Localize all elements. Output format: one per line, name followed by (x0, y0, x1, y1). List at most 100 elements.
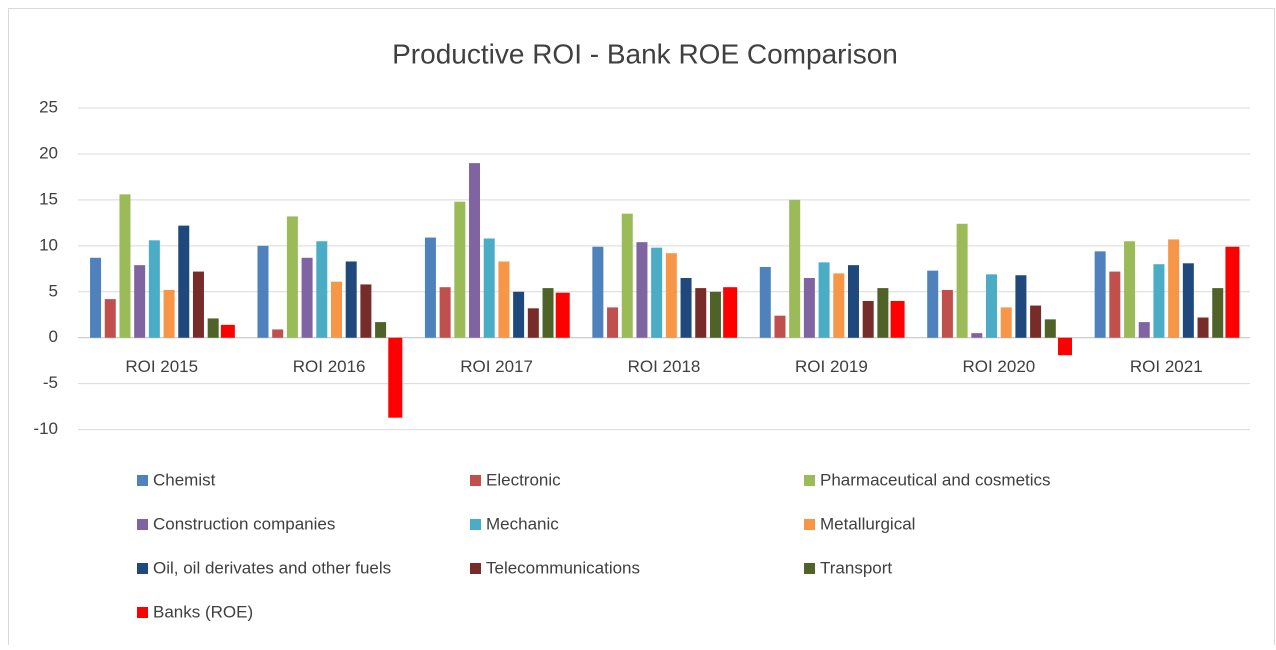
bar (286, 216, 298, 338)
bar (607, 307, 619, 338)
bar (1182, 263, 1194, 338)
y-tick-label: 15 (39, 189, 58, 208)
bar (1138, 322, 1150, 338)
bar (1197, 317, 1209, 338)
bar (1124, 241, 1136, 338)
x-tick-label: ROI 2020 (962, 357, 1035, 376)
x-tick-label: ROI 2018 (628, 357, 701, 376)
legend-swatch (137, 563, 148, 574)
bar (636, 242, 648, 338)
bar (651, 247, 663, 338)
bar (439, 287, 451, 338)
x-tick-label: ROI 2016 (293, 357, 366, 376)
bar (178, 225, 190, 338)
bar (956, 223, 968, 338)
bar (220, 324, 235, 338)
bar (1212, 288, 1224, 338)
bar (345, 261, 357, 338)
bar (527, 308, 539, 338)
legend-swatch (137, 475, 148, 486)
y-tick-label: 25 (39, 97, 58, 116)
bar (301, 257, 313, 338)
legend-label: Transport (820, 558, 892, 577)
bar (1044, 319, 1056, 338)
bar (454, 201, 466, 338)
bar (104, 299, 116, 338)
bar (360, 284, 372, 338)
bar (207, 318, 219, 338)
bar (375, 322, 387, 338)
bar (272, 329, 284, 338)
bar (680, 278, 692, 338)
legend-label: Chemist (153, 470, 216, 489)
legend-label: Construction companies (153, 514, 335, 533)
bar (927, 270, 939, 338)
legend-label: Telecommunications (486, 558, 640, 577)
bar (257, 245, 269, 338)
bar (862, 300, 874, 338)
bar (192, 271, 204, 338)
bar (498, 261, 510, 338)
bar (1030, 305, 1042, 338)
legend-swatch (470, 519, 481, 530)
legend-label: Mechanic (486, 514, 559, 533)
bar (424, 237, 436, 338)
bar (316, 241, 328, 338)
bar (833, 273, 845, 338)
legend-label: Metallurgical (820, 514, 915, 533)
bar (542, 288, 554, 338)
bar (555, 292, 570, 338)
y-tick-label: -10 (33, 419, 58, 438)
legend-swatch (137, 519, 148, 530)
bar (1000, 307, 1012, 338)
bar (847, 265, 859, 338)
bar (1094, 251, 1106, 338)
x-tick-label: ROI 2015 (125, 357, 198, 376)
bar (890, 300, 905, 338)
bar (330, 281, 342, 338)
bar (483, 238, 495, 338)
bar (119, 194, 131, 338)
bar (986, 274, 998, 338)
chart-title: Productive ROI - Bank ROE Comparison (392, 38, 898, 69)
legend-swatch (137, 607, 148, 618)
bar (388, 337, 403, 418)
bar (1168, 239, 1180, 338)
bar (163, 289, 175, 338)
bar (941, 289, 953, 338)
x-tick-label: ROI 2017 (460, 357, 533, 376)
y-tick-label: 0 (49, 327, 58, 346)
bar (148, 240, 160, 338)
legend-swatch (470, 475, 481, 486)
y-tick-label: 5 (49, 281, 58, 300)
bar (709, 291, 721, 338)
bar (665, 253, 677, 338)
y-tick-label: -5 (43, 373, 58, 392)
bar (1058, 337, 1073, 356)
bar (877, 288, 889, 338)
bar (1153, 264, 1165, 338)
bar (723, 287, 738, 338)
y-tick-label: 20 (39, 143, 58, 162)
bar (592, 246, 604, 338)
x-tick-label: ROI 2019 (795, 357, 868, 376)
bar (469, 163, 481, 338)
bar (1015, 275, 1027, 338)
legend-swatch (470, 563, 481, 574)
legend-swatch (804, 519, 815, 530)
legend-label: Electronic (486, 470, 561, 489)
legend-label: Pharmaceutical and cosmetics (820, 470, 1051, 489)
bar (818, 262, 830, 338)
legend-label: Banks (ROE) (153, 602, 253, 621)
bar (759, 266, 771, 338)
bar (513, 291, 525, 338)
bar (1109, 271, 1121, 338)
bar (134, 265, 146, 338)
x-tick-label: ROI 2021 (1130, 357, 1203, 376)
bar (90, 257, 102, 338)
bar (789, 199, 801, 338)
legend-swatch (804, 475, 815, 486)
bar (971, 333, 983, 338)
legend-swatch (804, 563, 815, 574)
